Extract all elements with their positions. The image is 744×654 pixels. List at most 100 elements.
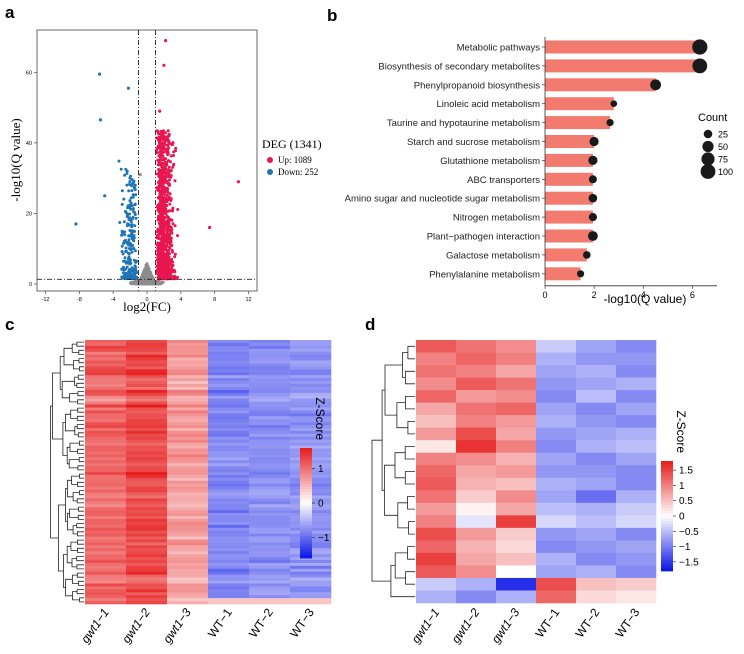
heatmap-d-colorbar-label: 1.5	[679, 466, 693, 477]
kegg-size-legend-dot	[703, 129, 713, 139]
heatmap-d-colorbar-segment	[661, 491, 673, 495]
heatmap-c-cell	[167, 407, 209, 411]
heatmap-c-cell	[249, 439, 291, 443]
heatmap-d-cell	[456, 377, 497, 391]
heatmap-d-dendrogram-branch	[394, 452, 406, 479]
heatmap-c-cell	[167, 489, 209, 493]
heatmap-c-cell	[249, 384, 291, 388]
heatmap-c-cell	[85, 518, 127, 523]
heatmap-c-cell	[249, 483, 291, 487]
heatmap-c-cell	[249, 518, 291, 523]
volcano-point-down	[127, 240, 131, 244]
kegg-bar	[545, 267, 581, 281]
heatmap-c-cell	[290, 589, 332, 593]
volcano-point-up	[163, 170, 167, 174]
heatmap-c-cell	[167, 595, 209, 599]
heatmap-c-cell	[85, 533, 127, 537]
heatmap-c-cell	[208, 428, 250, 432]
volcano-point-up	[171, 141, 175, 145]
heatmap-c-dendrogram-branch	[77, 391, 84, 397]
heatmap-c-cell	[126, 389, 168, 394]
heatmap-d-colorbar-segment	[661, 474, 673, 478]
heatmap-d-cell	[576, 402, 617, 416]
volcano-point-down	[129, 242, 133, 246]
volcano-outlier-point	[133, 183, 137, 187]
heatmap-c-cell	[249, 542, 291, 546]
volcano-point-down	[128, 271, 132, 275]
heatmap-c-cell	[208, 410, 250, 414]
volcano-point-down	[122, 197, 126, 201]
heatmap-d-dendrogram-branch	[384, 464, 398, 516]
heatmap-c-cell	[290, 416, 332, 420]
heatmap-d-cell	[576, 590, 617, 604]
heatmap-c-cell	[249, 521, 291, 526]
heatmap-c-dendrogram-branch	[76, 382, 84, 388]
heatmap-d-cell	[416, 427, 457, 441]
heatmap-d-colorbar-segment	[661, 518, 673, 522]
heatmap-c-cell	[249, 595, 291, 599]
heatmap-c-cell	[290, 577, 332, 581]
heatmap-c-cell	[85, 407, 127, 411]
heatmap-d-cell	[616, 440, 657, 454]
volcano-point-up	[170, 231, 174, 235]
heatmap-d-colorbar-segment	[661, 513, 673, 517]
heatmap-c-cell	[167, 357, 209, 361]
heatmap-c-colorbar-segment	[300, 527, 312, 531]
heatmap-c-cell	[208, 419, 250, 423]
volcano-point-down	[132, 236, 136, 240]
heatmap-c-colorbar-segment	[300, 522, 312, 526]
heatmap-c-cell	[167, 472, 209, 476]
heatmap-c-cell	[249, 545, 291, 549]
heatmap-d-cell	[616, 527, 657, 541]
heatmap-c-cell	[208, 430, 250, 435]
heatmap-c-cell	[208, 436, 250, 441]
kegg-count-dot	[588, 231, 598, 241]
heatmap-c-cell	[249, 404, 291, 408]
heatmap-c-cell	[167, 592, 209, 596]
heatmap-d-cell	[616, 540, 657, 554]
heatmap-c-cell	[208, 345, 250, 350]
heatmap-c-cell	[208, 375, 250, 379]
heatmap-c-cell	[167, 386, 209, 391]
heatmap-c-cell	[208, 486, 250, 490]
heatmap-d-cell	[456, 427, 497, 441]
heatmap-c-cell	[208, 398, 250, 402]
volcano-point-ns	[144, 272, 148, 276]
heatmap-c-cell	[208, 480, 250, 485]
kegg-count-dot	[588, 213, 598, 222]
kegg-category-label: Starch and sucrose metabolism	[407, 137, 540, 148]
volcano-point-up	[157, 168, 161, 172]
heatmap-c-cell	[85, 483, 127, 487]
heatmap-c-cell	[249, 498, 291, 502]
heatmap-c-cell	[126, 392, 168, 397]
volcano-point-up	[169, 263, 173, 267]
heatmap-c-cell	[290, 574, 332, 578]
volcano-point-down	[120, 202, 124, 206]
heatmap-d-cell	[456, 452, 497, 466]
volcano-point-up	[164, 273, 168, 277]
heatmap-c-cell	[126, 340, 168, 344]
heatmap-c-cell	[85, 571, 127, 575]
volcano-point-up	[156, 275, 160, 279]
heatmap-c-cell	[167, 480, 209, 485]
heatmap-c-cell	[126, 384, 168, 388]
heatmap-d-cell	[616, 552, 657, 566]
heatmap-c-dendrogram-branch	[71, 475, 80, 485]
volcano-point-down	[122, 220, 126, 224]
volcano-point-ns	[151, 281, 155, 285]
volcano-point-up	[158, 193, 162, 197]
kegg-count-dot	[577, 270, 585, 278]
heatmap-c-cell	[126, 398, 168, 402]
heatmap-c-dendrogram-branch	[79, 440, 84, 446]
heatmap-c-cell	[249, 568, 291, 573]
heatmap-c-cell	[126, 586, 168, 590]
volcano-point-up	[156, 144, 160, 148]
heatmap-d-cell	[576, 502, 617, 516]
heatmap-d-cell	[416, 540, 457, 554]
volcano-point-up	[158, 197, 162, 201]
heatmap-c-cell	[126, 568, 168, 573]
heatmap-c-cell	[126, 454, 168, 458]
volcano-point-up	[176, 234, 179, 238]
volcano-point-up	[155, 205, 159, 208]
heatmap-c-cell	[126, 486, 168, 490]
